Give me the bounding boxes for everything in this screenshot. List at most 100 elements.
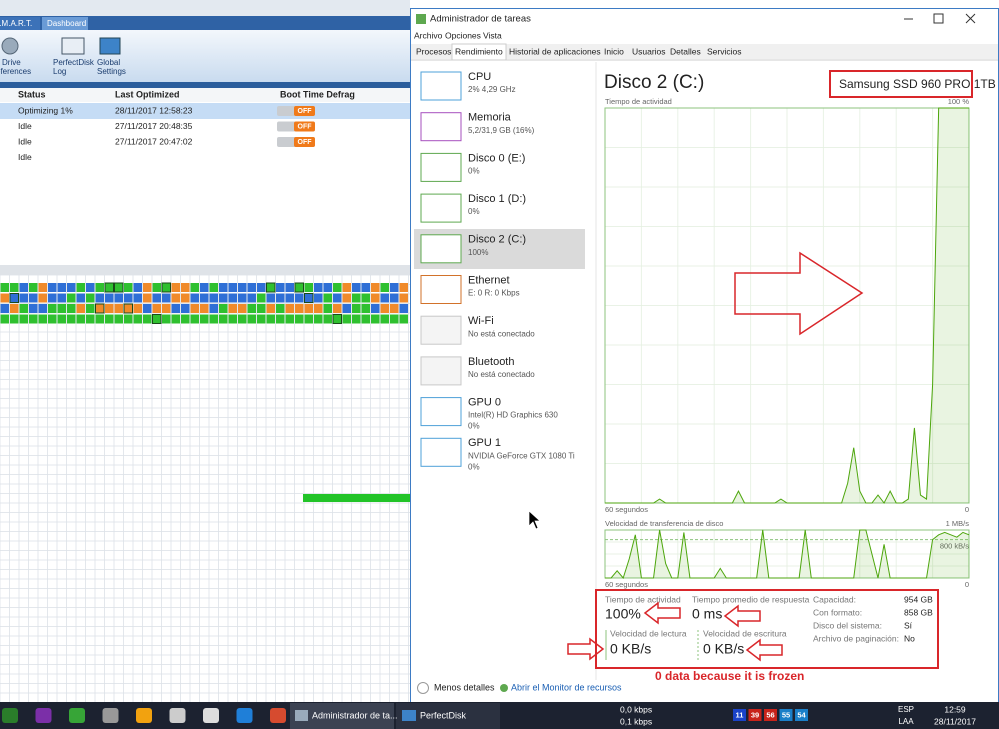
tab-label[interactable]: S.M.A.R.T. xyxy=(0,19,32,28)
toggle-on[interactable] xyxy=(294,137,315,147)
thumbnail[interactable] xyxy=(420,234,462,264)
sidebar-detail[interactable]: 0% xyxy=(468,207,480,216)
sidebar-detail[interactable]: 0% xyxy=(468,462,480,471)
sidebar-detail[interactable]: No está conectado xyxy=(468,370,535,379)
sidebar-name[interactable]: CPU xyxy=(468,71,491,83)
thumbnail[interactable] xyxy=(420,397,462,427)
column-header[interactable]: Status xyxy=(18,89,46,99)
thumbnail[interactable] xyxy=(420,437,462,467)
sidebar-name[interactable]: Disco 1 (D:) xyxy=(468,193,526,205)
tray-badge-label[interactable]: 39 xyxy=(751,710,759,719)
sidebar-name[interactable]: Memoria xyxy=(468,112,512,124)
taskbar-icon[interactable] xyxy=(136,708,152,723)
map-cell xyxy=(200,293,209,303)
tray-badge-label[interactable]: 56 xyxy=(766,710,774,719)
toolbar-label[interactable]: PerfectDisk xyxy=(53,58,95,67)
tray-badge-label[interactable]: 11 xyxy=(736,710,744,719)
tab-label[interactable]: Dashboard xyxy=(47,19,86,28)
sidebar-detail[interactable]: NVIDIA GeForce GTX 1080 Ti xyxy=(468,451,575,460)
map-cell xyxy=(380,283,389,292)
sidebar-name[interactable]: GPU 0 xyxy=(468,397,501,409)
column-header[interactable]: Boot Time Defrag xyxy=(280,89,355,99)
tab[interactable]: Historial de aplicaciones xyxy=(509,46,601,56)
thumbnail[interactable] xyxy=(420,315,462,345)
toggle-label[interactable]: OFF xyxy=(298,139,313,146)
toolbar-label[interactable]: Log xyxy=(53,67,66,76)
taskbar-icon[interactable] xyxy=(102,708,119,723)
sidebar-detail[interactable]: No está conectado xyxy=(468,329,535,338)
toolbar-label[interactable]: Settings xyxy=(97,67,126,76)
sidebar-name[interactable]: Disco 2 (C:) xyxy=(468,234,526,246)
tab[interactable]: Usuarios xyxy=(632,46,666,56)
taskbar-icon[interactable] xyxy=(203,708,219,723)
thumbnail[interactable] xyxy=(420,112,462,142)
sidebar-detail[interactable]: 100% xyxy=(468,248,488,257)
taskbar-icon[interactable] xyxy=(69,708,85,723)
sidebar-name[interactable]: GPU 1 xyxy=(468,437,501,449)
tab[interactable]: Procesos xyxy=(416,46,451,56)
sidebar-name[interactable]: Ethernet xyxy=(468,274,510,286)
toggle-on[interactable] xyxy=(294,121,315,132)
taskbar-icon[interactable] xyxy=(169,708,186,723)
window-controls[interactable] xyxy=(904,13,976,24)
resource-monitor-link[interactable]: Abrir el Monitor de recursos xyxy=(511,682,622,692)
taskbar-icon[interactable] xyxy=(2,708,18,723)
sidebar-detail[interactable]: Intel(R) HD Graphics 630 xyxy=(468,411,558,420)
thumbnail[interactable] xyxy=(420,193,462,223)
tab[interactable] xyxy=(42,17,88,30)
column-header[interactable]: Last Optimized xyxy=(115,89,180,99)
tray-badge[interactable] xyxy=(764,709,777,721)
sidebar-name[interactable]: Bluetooth xyxy=(468,356,514,368)
tray-badge[interactable] xyxy=(748,709,762,721)
tray-badge-label[interactable]: 55 xyxy=(782,710,790,719)
toggle-label[interactable]: OFF xyxy=(298,108,313,115)
menu-item[interactable]: Opciones xyxy=(445,30,481,40)
tray-badge-label[interactable]: 54 xyxy=(797,710,806,719)
tray-badge[interactable] xyxy=(733,709,746,721)
taskbar-label[interactable]: PerfectDisk xyxy=(420,710,467,720)
map-cell xyxy=(9,293,19,303)
stat-value: 100% xyxy=(605,606,641,622)
map-cell xyxy=(19,283,28,292)
tray-badge[interactable] xyxy=(795,709,808,721)
clock-time[interactable]: 12:59 xyxy=(944,704,966,714)
sidebar-detail[interactable]: E: 0 R: 0 Kbps xyxy=(468,289,520,298)
map-cell xyxy=(124,293,133,303)
thumbnail[interactable] xyxy=(420,152,462,182)
tab[interactable]: Inicio xyxy=(604,46,624,56)
language[interactable]: LAA xyxy=(898,717,914,726)
tab[interactable] xyxy=(0,17,40,30)
sidebar-detail[interactable]: 5,2/31,9 GB (16%) xyxy=(468,126,535,135)
less-details[interactable]: Menos detalles xyxy=(434,682,495,692)
toggle-label[interactable]: OFF xyxy=(298,123,313,130)
taskbar-label[interactable]: Administrador de ta... xyxy=(312,710,398,720)
clock-date[interactable]: 28/11/2017 xyxy=(934,716,976,726)
sidebar-detail[interactable]: 2% 4,29 GHz xyxy=(468,85,516,94)
thumbnail[interactable] xyxy=(420,356,462,386)
menu-item[interactable]: Archivo xyxy=(414,30,443,40)
tray-badge[interactable] xyxy=(779,709,793,721)
toolbar-label[interactable]: Preferences xyxy=(0,67,31,76)
taskbar-icon[interactable] xyxy=(35,708,52,723)
toolbar-label[interactable]: Global xyxy=(97,58,120,67)
map-cell xyxy=(342,314,351,324)
menu-item[interactable]: Vista xyxy=(483,30,502,40)
language[interactable]: ESP xyxy=(898,705,914,714)
tab[interactable]: Rendimiento xyxy=(455,46,503,56)
collapse-icon[interactable] xyxy=(417,682,429,694)
toolbar-label[interactable]: Drive xyxy=(2,58,21,67)
map-cell xyxy=(209,304,218,313)
area-line xyxy=(605,107,969,504)
sidebar-detail[interactable]: 0% xyxy=(468,167,480,176)
tab[interactable]: Servicios xyxy=(707,46,741,56)
sidebar-detail[interactable]: 0% xyxy=(468,422,480,431)
tab[interactable]: Detalles xyxy=(670,46,701,56)
sidebar-name[interactable]: Disco 0 (E:) xyxy=(468,152,525,164)
sidebar-name[interactable]: Wi-Fi xyxy=(468,315,494,327)
thumbnail[interactable] xyxy=(420,275,462,304)
map-cell xyxy=(361,304,370,313)
taskbar-icon[interactable] xyxy=(236,708,253,723)
taskbar-icon[interactable] xyxy=(270,708,286,723)
toggle-on[interactable] xyxy=(294,106,315,116)
thumbnail[interactable] xyxy=(420,71,462,101)
